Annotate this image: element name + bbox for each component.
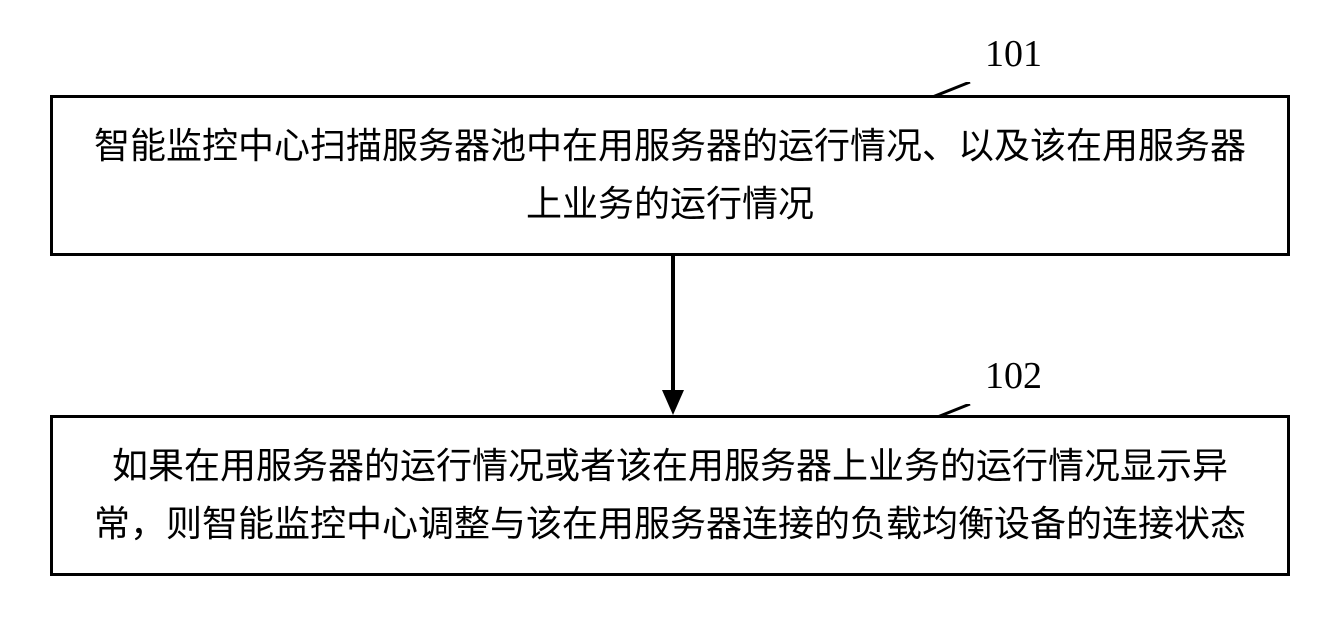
label-101-text: 101	[985, 32, 1042, 76]
flow-box-101: 智能监控中心扫描服务器池中在用服务器的运行情况、以及该在用服务器上业务的运行情况	[50, 95, 1290, 256]
arrow-connector-icon	[658, 255, 688, 420]
box-102-text: 如果在用服务器的运行情况或者该在用服务器上业务的运行情况显示异常，则智能监控中心…	[83, 438, 1257, 553]
box-101-text: 智能监控中心扫描服务器池中在用服务器的运行情况、以及该在用服务器上业务的运行情况	[83, 118, 1257, 233]
flow-box-102: 如果在用服务器的运行情况或者该在用服务器上业务的运行情况显示异常，则智能监控中心…	[50, 415, 1290, 576]
label-102-text: 102	[985, 354, 1042, 398]
